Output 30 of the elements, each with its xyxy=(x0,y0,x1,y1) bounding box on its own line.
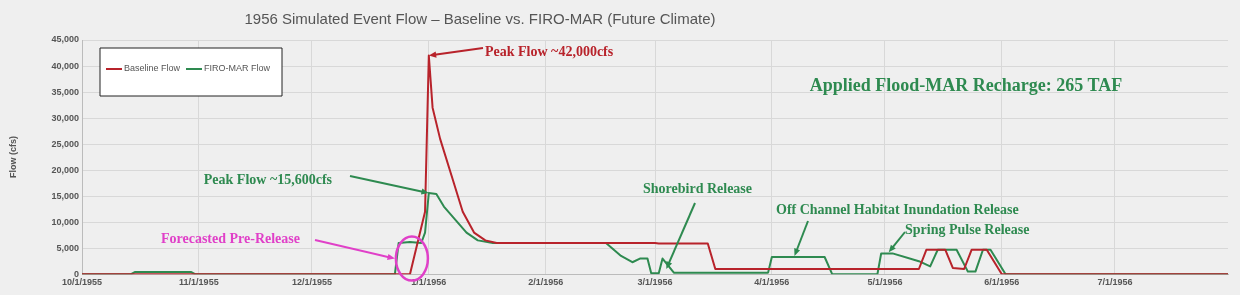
x-tick-label: 6/1/1956 xyxy=(984,277,1020,288)
annotation: Spring Pulse Release xyxy=(905,221,1030,237)
annotation: Off Channel Habitat Inundation Release xyxy=(776,201,1019,217)
y-tick-label: 35,000 xyxy=(51,86,79,97)
y-tick-label: 10,000 xyxy=(51,216,79,227)
legend-label: Baseline Flow xyxy=(124,63,181,74)
x-tick-label: 4/1/1956 xyxy=(754,277,790,288)
x-tick-label: 7/1/1956 xyxy=(1097,277,1133,288)
y-tick-label: 0 xyxy=(73,268,79,279)
y-tick-label: 20,000 xyxy=(51,164,79,175)
x-tick-label: 12/1/1955 xyxy=(291,277,332,288)
y-tick-label: 30,000 xyxy=(51,112,79,123)
y-tick-label: 15,000 xyxy=(51,190,79,201)
x-tick-label: 5/1/1956 xyxy=(867,277,903,288)
x-tick-label: 10/1/1955 xyxy=(61,277,103,288)
annotation: Peak Flow ~15,600cfs xyxy=(203,171,333,187)
y-tick-label: 45,000 xyxy=(51,34,79,45)
chart-title: 1956 Simulated Event Flow – Baseline vs. FIRO-MAR (Future Climate) xyxy=(244,10,716,28)
y-axis-title: Flow (cfs) xyxy=(8,136,19,179)
annotation: Shorebird Release xyxy=(643,180,753,196)
y-tick-label: 5,000 xyxy=(56,242,79,253)
x-tick-label: 11/1/1955 xyxy=(179,277,219,288)
annotation: Peak Flow ~42,000cfs xyxy=(485,43,614,59)
x-tick-label: 3/1/1956 xyxy=(637,277,673,288)
x-tick-label: 2/1/1956 xyxy=(528,277,564,288)
annotation: Forecasted Pre-Release xyxy=(160,230,300,246)
y-tick-label: 40,000 xyxy=(51,60,79,71)
legend-label: FIRO-MAR Flow xyxy=(204,63,271,74)
y-tick-label: 25,000 xyxy=(51,138,79,149)
annotation: Applied Flood-MAR Recharge: 265 TAF xyxy=(809,74,1123,95)
